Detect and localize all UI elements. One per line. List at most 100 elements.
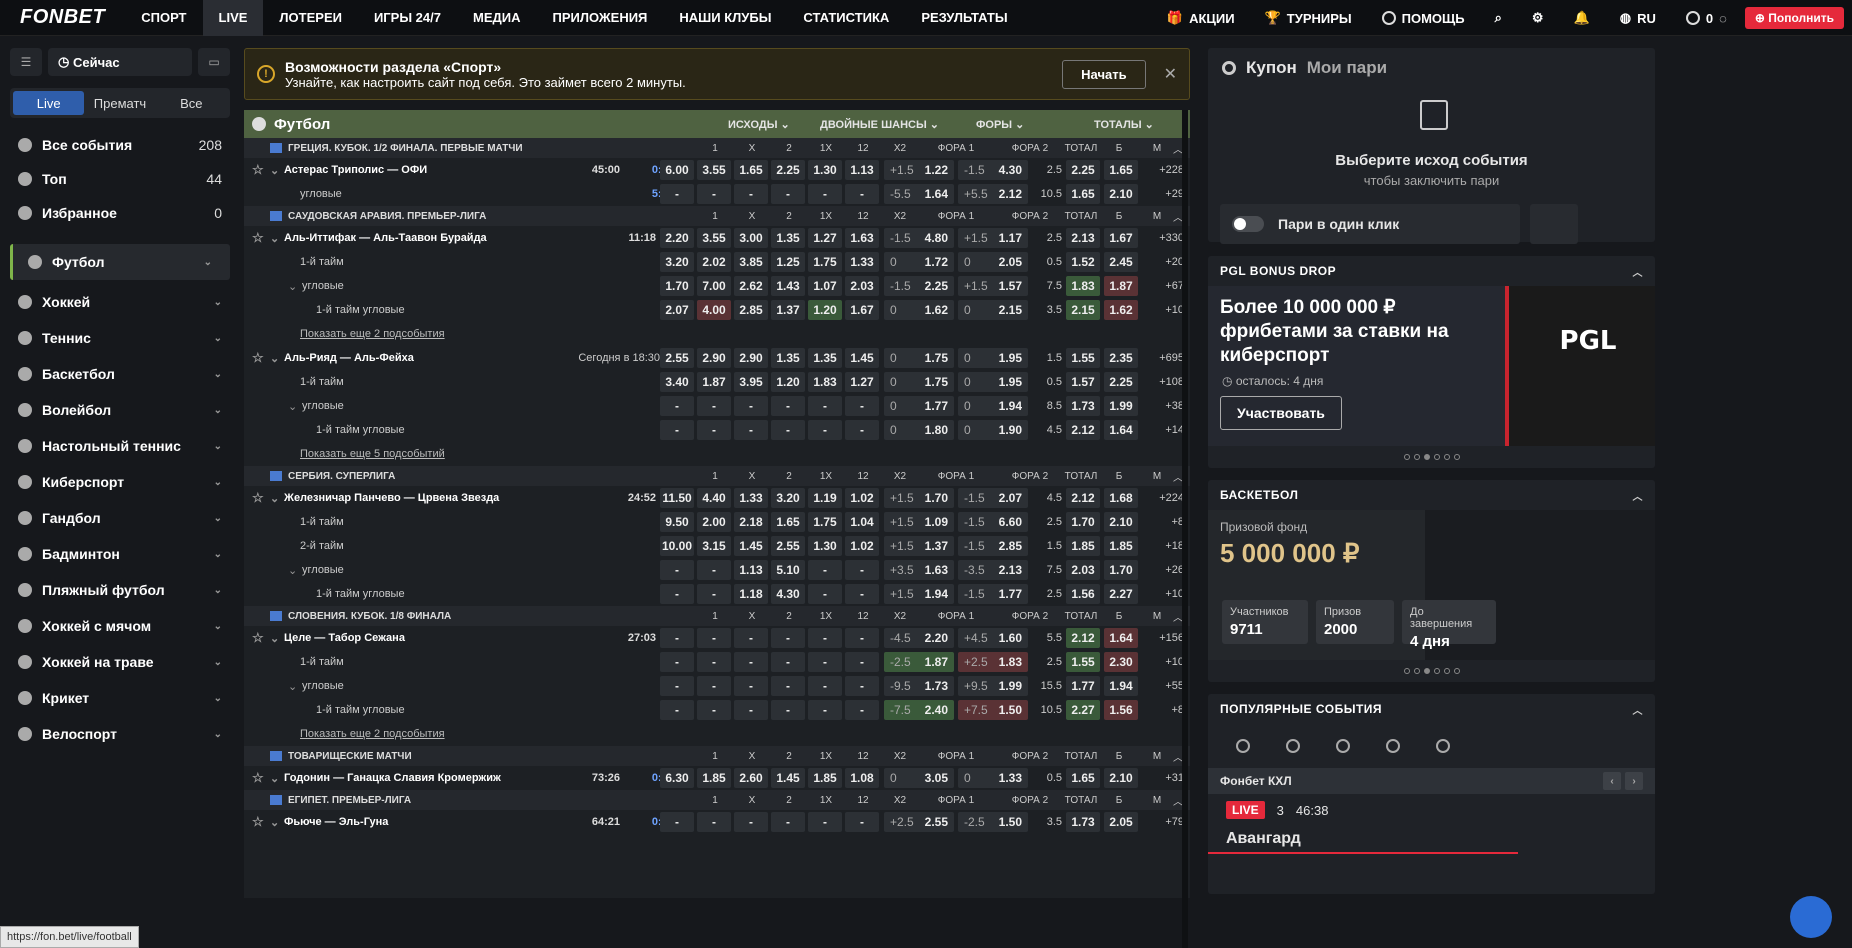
more-markets[interactable]: +29 bbox=[1165, 188, 1184, 200]
under-odds[interactable]: 2.35 bbox=[1104, 348, 1138, 368]
odds-cell[interactable]: 2.60 bbox=[734, 768, 768, 788]
language-selector[interactable]: ◍ RU bbox=[1619, 10, 1656, 26]
odds-cell[interactable]: 2.07 bbox=[660, 300, 694, 320]
more-markets[interactable]: +26 bbox=[1165, 564, 1184, 576]
settings-icon[interactable]: ⚙ bbox=[1531, 10, 1544, 25]
popular-header[interactable]: ПОПУЛЯРНЫЕ СОБЫТИЯ ︿ bbox=[1220, 702, 1643, 717]
odds-cell[interactable]: 4.30 bbox=[771, 584, 805, 604]
odds-cell[interactable]: 1.83 bbox=[808, 372, 842, 392]
more-markets[interactable]: +8 bbox=[1171, 516, 1184, 528]
handicap-cell[interactable]: -7.5 2.40 bbox=[884, 700, 954, 720]
event-row[interactable]: 1-й тайм угловые7:1-------7.52.40+7.51.5… bbox=[244, 698, 1190, 722]
handicap-cell[interactable]: 0 1.95 bbox=[958, 348, 1028, 368]
odds-cell[interactable]: 1.02 bbox=[845, 488, 879, 508]
event-row[interactable]: 1-й тайм0:03.202.023.851.251.751.3301.72… bbox=[244, 250, 1190, 274]
handicap-cell[interactable]: +7.5 1.50 bbox=[958, 700, 1028, 720]
event-row[interactable]: ☆ ⌄ Годонин — Ганацка Славия Кромержиж 73:2… bbox=[244, 766, 1190, 790]
more-markets[interactable]: +228 bbox=[1159, 164, 1184, 176]
more-markets[interactable]: +108 bbox=[1159, 376, 1184, 388]
chevron-down-icon[interactable]: ⌄ bbox=[213, 656, 222, 668]
handicap-cell[interactable]: -1.5 2.07 bbox=[958, 488, 1028, 508]
hockey-icon[interactable] bbox=[1286, 739, 1300, 753]
chevron-down-icon[interactable]: ⌄ bbox=[270, 232, 280, 245]
odds-cell[interactable]: 5.10 bbox=[771, 560, 805, 580]
sidebar-item[interactable]: Все события 208 bbox=[0, 128, 240, 162]
sidebar-sport[interactable]: Гандбол ⌄ bbox=[0, 500, 240, 536]
star-icon[interactable]: ☆ bbox=[252, 630, 264, 645]
under-odds[interactable]: 1.64 bbox=[1104, 628, 1138, 648]
collapse-icon[interactable]: ︿ bbox=[1173, 796, 1183, 808]
more-markets[interactable]: +10 bbox=[1165, 656, 1184, 668]
collapse-icon[interactable]: ︿ bbox=[1632, 491, 1643, 503]
gear-icon[interactable] bbox=[1222, 61, 1236, 75]
odds-cell[interactable]: 1.65 bbox=[734, 160, 768, 180]
chevron-down-icon[interactable]: ⌄ bbox=[288, 564, 298, 577]
handicap-cell[interactable]: 0 1.90 bbox=[958, 420, 1028, 440]
event-name[interactable]: 1-й тайм bbox=[300, 516, 344, 528]
event-row[interactable]: 1-й тайм угловые0:02.074.002.851.371.201… bbox=[244, 298, 1190, 322]
sidebar-sport[interactable]: Крикет ⌄ bbox=[0, 680, 240, 716]
nav-item[interactable]: РЕЗУЛЬТАТЫ bbox=[921, 9, 1008, 25]
sort-icon[interactable] bbox=[1530, 204, 1578, 244]
chevron-down-icon[interactable]: ⌄ bbox=[213, 296, 222, 308]
event-name[interactable]: Аль-Рияд — Аль-Фейха bbox=[284, 352, 414, 364]
odds-cell[interactable]: 2.55 bbox=[660, 348, 694, 368]
chevron-down-icon[interactable]: ⌄ bbox=[270, 164, 280, 177]
collapse-icon[interactable]: ︿ bbox=[1173, 472, 1183, 484]
handicap-cell[interactable]: +2.5 1.83 bbox=[958, 652, 1028, 672]
collapse-icon[interactable]: ︿ bbox=[1632, 705, 1643, 717]
odds-cell[interactable]: 2.20 bbox=[660, 228, 694, 248]
fonbet-logo[interactable]: FONBET bbox=[20, 6, 106, 28]
basketball-banner[interactable]: Призовой фонд 5 000 000 ₽ Участников 9711… bbox=[1208, 510, 1655, 660]
under-odds[interactable]: 2.10 bbox=[1104, 184, 1138, 204]
odds-cell[interactable]: 11.50 bbox=[660, 488, 694, 508]
odds-cell[interactable]: 1.07 bbox=[808, 276, 842, 296]
event-name[interactable]: угловые bbox=[302, 680, 344, 692]
chevron-down-icon[interactable]: ⌄ bbox=[213, 620, 222, 632]
odds-cell[interactable]: 1.85 bbox=[808, 768, 842, 788]
handicap-cell[interactable]: +3.5 1.63 bbox=[884, 560, 954, 580]
chevron-down-icon[interactable]: ⌄ bbox=[213, 404, 222, 416]
sidebar-item[interactable]: Избранное 0 bbox=[0, 196, 240, 230]
basketball-icon[interactable] bbox=[1386, 739, 1400, 753]
odds-cell[interactable]: 2.00 bbox=[697, 512, 731, 532]
more-markets[interactable]: +55 bbox=[1165, 680, 1184, 692]
odds-cell[interactable]: 1.35 bbox=[771, 228, 805, 248]
chevron-down-icon[interactable]: ⌄ bbox=[213, 368, 222, 380]
handicap-cell[interactable]: +2.5 2.55 bbox=[884, 812, 954, 832]
event-name[interactable]: 1-й тайм угловые bbox=[316, 588, 405, 600]
odds-cell[interactable]: 2.85 bbox=[734, 300, 768, 320]
show-more-row[interactable]: Показать еще 5 подсобытий bbox=[244, 442, 1190, 466]
odds-cell[interactable]: 1.08 bbox=[845, 768, 879, 788]
sidebar-sport[interactable]: Волейбол ⌄ bbox=[0, 392, 240, 428]
chevron-down-icon[interactable]: ⌄ bbox=[213, 692, 222, 704]
toggle-switch[interactable] bbox=[1232, 216, 1264, 232]
next-icon[interactable]: › bbox=[1625, 772, 1643, 790]
odds-cell[interactable]: 2.62 bbox=[734, 276, 768, 296]
over-odds[interactable]: 1.57 bbox=[1066, 372, 1100, 392]
under-odds[interactable]: 2.45 bbox=[1104, 252, 1138, 272]
odds-cell[interactable]: 2.90 bbox=[697, 348, 731, 368]
collapse-icon[interactable]: ︿ bbox=[1632, 267, 1643, 279]
odds-cell[interactable]: 1.37 bbox=[771, 300, 805, 320]
event-name[interactable]: Аль-Иттифак — Аль-Таавон Бурайда bbox=[284, 232, 487, 244]
odds-cell[interactable]: 6.00 bbox=[660, 160, 694, 180]
over-odds[interactable]: 2.12 bbox=[1066, 420, 1100, 440]
odds-cell[interactable]: 3.20 bbox=[660, 252, 694, 272]
chevron-down-icon[interactable]: ⌄ bbox=[270, 492, 280, 505]
over-odds[interactable]: 1.65 bbox=[1066, 768, 1100, 788]
over-odds[interactable]: 2.12 bbox=[1066, 628, 1100, 648]
event-name[interactable]: угловые bbox=[302, 564, 344, 576]
event-row[interactable]: ⌄угловые7:1-------9.51.73+9.51.9915.51.7… bbox=[244, 674, 1190, 698]
odds-cell[interactable]: 3.55 bbox=[697, 228, 731, 248]
over-odds[interactable]: 1.77 bbox=[1066, 676, 1100, 696]
event-row[interactable]: угловые5:1 (5-1)-------5.51.64+5.52.1210… bbox=[244, 182, 1190, 206]
odds-cell[interactable]: 1.63 bbox=[845, 228, 879, 248]
star-icon[interactable]: ☆ bbox=[252, 814, 264, 829]
close-icon[interactable]: ✕ bbox=[1163, 66, 1177, 83]
star-icon[interactable]: ☆ bbox=[252, 490, 264, 505]
odds-cell[interactable]: 7.00 bbox=[697, 276, 731, 296]
odds-cell[interactable]: 1.30 bbox=[808, 536, 842, 556]
event-row[interactable]: 2-й тайм0:010.003.151.452.551.301.02+1.5… bbox=[244, 534, 1190, 558]
